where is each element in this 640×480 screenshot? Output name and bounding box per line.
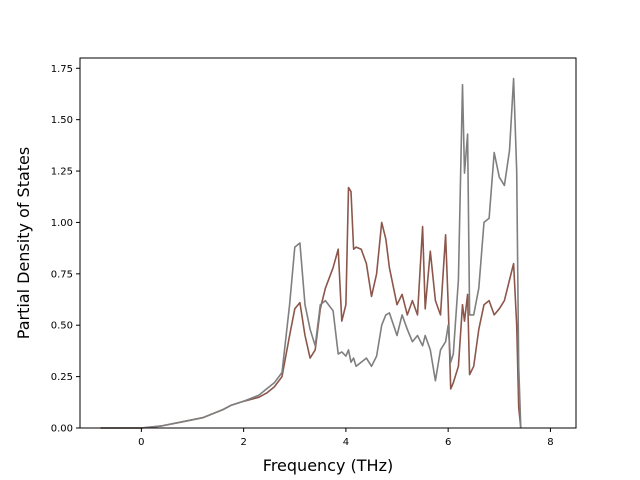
y-tick-label: 1.25	[51, 167, 73, 178]
y-axis-label: Partial Density of States	[14, 147, 33, 339]
y-tick-label: 1.00	[51, 218, 73, 229]
x-tick-label: 2	[240, 437, 246, 448]
x-tick-label: 4	[343, 437, 349, 448]
y-tick-label: 0.50	[51, 321, 73, 332]
series-line-1	[100, 186, 522, 429]
y-axis-ticks: 0.00 0.25 0.50 0.75 1.00 1.25 1.50 1.75	[51, 64, 80, 435]
series-line-2	[100, 77, 522, 429]
x-axis-label: Frequency (THz)	[263, 456, 393, 475]
y-tick-label: 1.50	[51, 115, 73, 126]
series-lines	[100, 77, 522, 429]
y-tick-label: 0.00	[51, 424, 73, 435]
x-tick-label: 6	[445, 437, 451, 448]
x-tick-label: 8	[547, 437, 553, 448]
plot-frame	[79, 57, 577, 429]
y-tick-label: 0.25	[51, 372, 73, 383]
x-tick-label: 0	[138, 437, 144, 448]
x-axis-ticks: 0 2 4 6 8	[138, 428, 554, 448]
y-tick-label: 1.75	[51, 64, 73, 75]
y-tick-label: 0.75	[51, 269, 73, 280]
